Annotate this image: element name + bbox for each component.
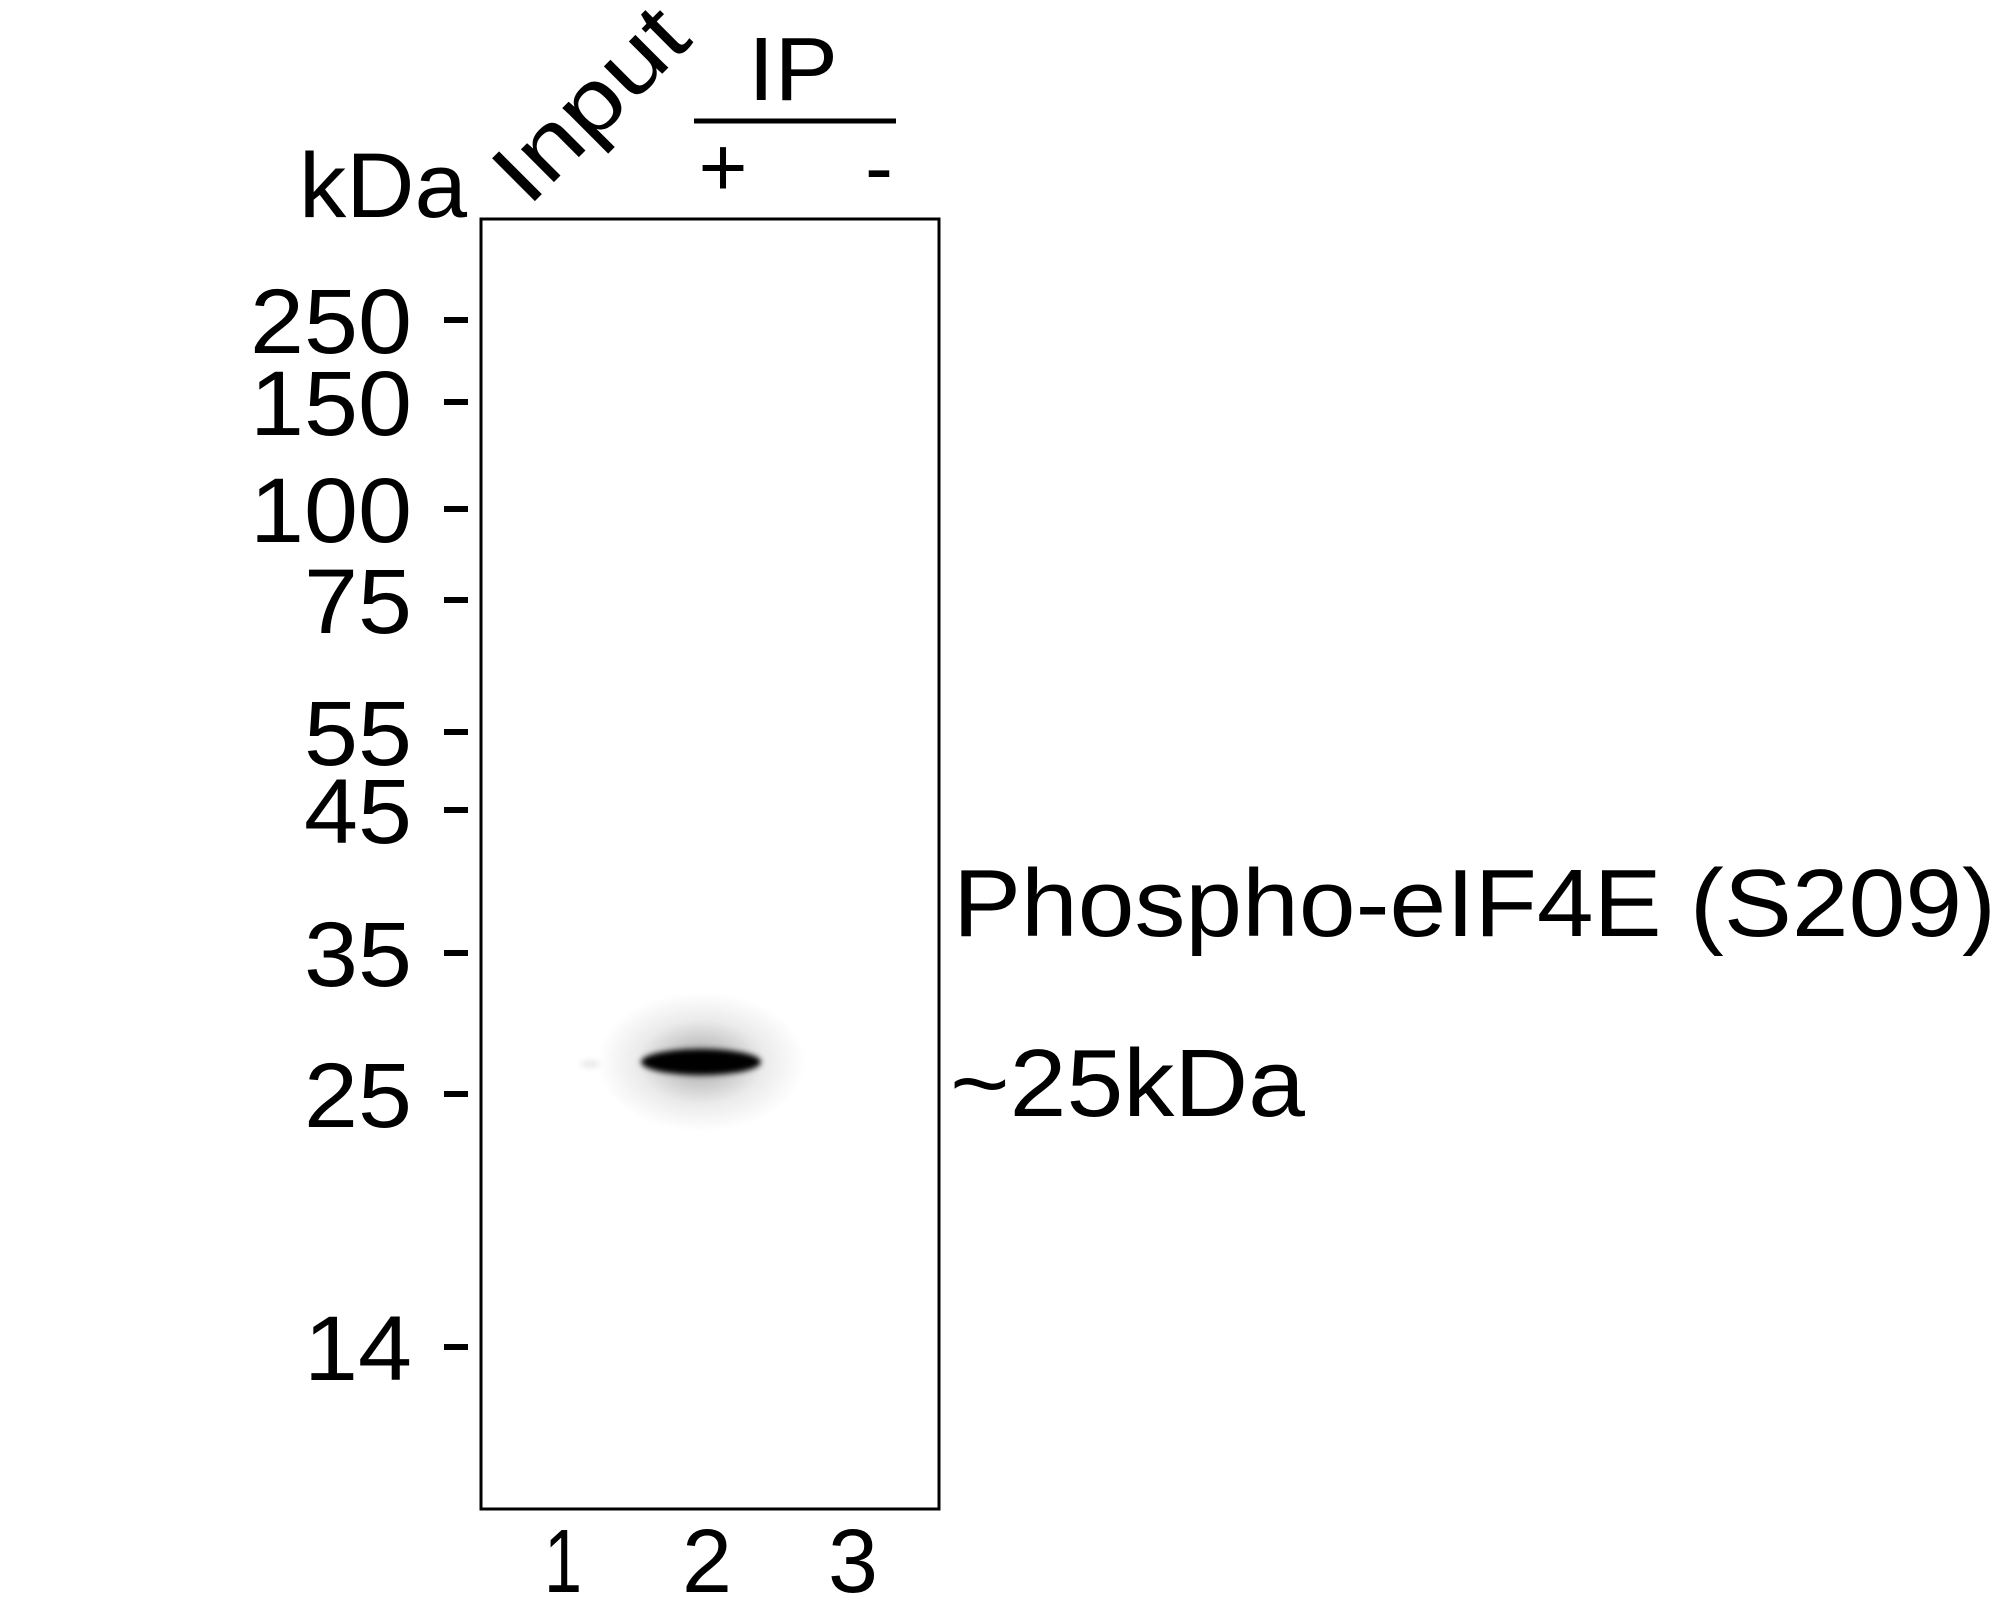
target-protein-name: Phospho-eIF4E (S209) bbox=[953, 850, 1996, 957]
ip-plus-label: + bbox=[698, 120, 747, 214]
lane-header-input: Input bbox=[471, 0, 707, 221]
lane-header-ip: IP bbox=[748, 20, 838, 120]
marker-label-35: 35 bbox=[304, 904, 412, 1006]
marker-label-25: 25 bbox=[304, 1045, 412, 1147]
band-core bbox=[641, 1049, 761, 1075]
marker-label-100: 100 bbox=[250, 460, 412, 562]
lane-number-3: 3 bbox=[828, 1512, 878, 1600]
target-protein-size: ~25kDa bbox=[950, 1030, 1306, 1137]
lane-number-1: 1 bbox=[544, 1512, 582, 1600]
marker-label-45: 45 bbox=[304, 761, 412, 863]
band-lane-2 bbox=[580, 992, 806, 1132]
band-faint-lane-1 bbox=[580, 1060, 600, 1068]
blot-membrane bbox=[479, 217, 941, 1511]
marker-label-55: 55 bbox=[304, 683, 412, 785]
marker-label-250: 250 bbox=[250, 271, 412, 373]
ip-minus-label: - bbox=[865, 120, 893, 214]
marker-label-150: 150 bbox=[250, 353, 412, 455]
marker-label-14: 14 bbox=[304, 1298, 412, 1400]
lane-number-2: 2 bbox=[682, 1512, 732, 1600]
marker-label-75: 75 bbox=[304, 551, 412, 653]
kda-unit-label: kDa bbox=[299, 135, 468, 237]
